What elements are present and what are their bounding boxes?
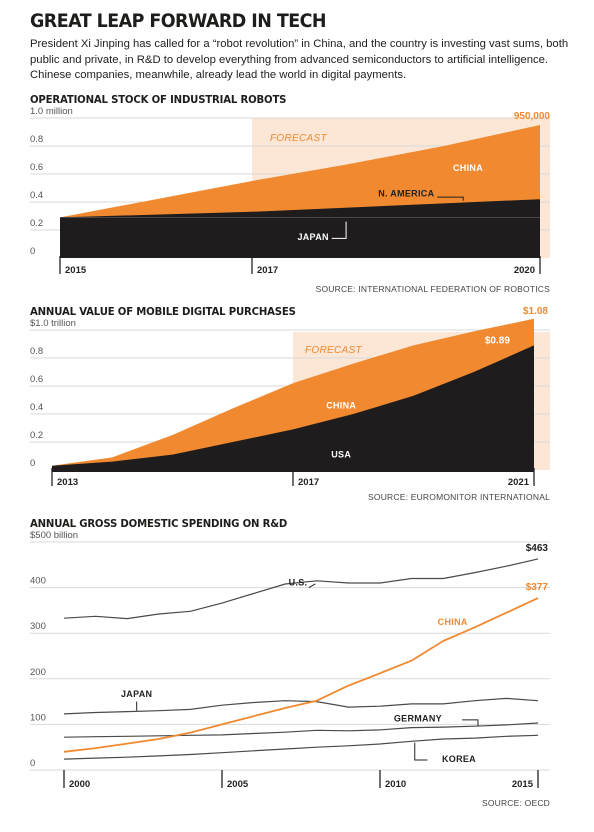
chart3-y-tick-label: 0 — [30, 758, 35, 769]
chart3-y-tick-label: 300 — [30, 621, 46, 632]
chart1-title: OPERATIONAL STOCK OF INDUSTRIAL ROBOTS — [30, 93, 287, 106]
chart3-leader-germany — [462, 719, 479, 726]
chart3-source: SOURCE: OECD — [482, 798, 550, 808]
chart3-label-germany: GERMANY — [394, 714, 442, 724]
chart3-label-china: CHINA — [438, 617, 468, 627]
chart3-x-tick-label: 2015 — [512, 779, 534, 790]
chart3-label-japan: JAPAN — [121, 689, 152, 699]
chart1-label-n-america: N. AMERICA — [378, 188, 434, 198]
chart2-y-tick-label: $1.0 trillion — [30, 318, 76, 329]
chart3-y-tick-label: 100 — [30, 712, 46, 723]
rd-spending-line-chart: $500 billion 400 300 200 100 0 2000 2005 2010 201… — [30, 530, 550, 808]
chart2-y-tick-label: 0 — [30, 458, 35, 469]
chart1-y-tick-label: 1.0 million — [30, 106, 73, 117]
chart3-leader-korea — [414, 742, 428, 761]
chart1-y-tick-label: 0 — [30, 246, 35, 257]
chart1-y-tick-label: 0.4 — [30, 190, 43, 201]
chart1-leader-japan — [331, 221, 347, 239]
chart2-end-value-china: $1.08 — [523, 306, 548, 317]
chart1-label-japan: JAPAN — [297, 232, 328, 242]
chart3-x-tick-label: 2010 — [385, 779, 406, 790]
chart2-area-usa — [52, 345, 534, 472]
page-title: GREAT LEAP FORWARD IN TECH — [30, 10, 327, 32]
chart2-forecast-label: FORECAST — [305, 345, 362, 356]
chart2-label-china: CHINA — [326, 400, 356, 410]
chart2-end-value-usa: $0.89 — [485, 335, 510, 346]
chart1-end-value: 950,000 — [514, 111, 551, 122]
chart1-x-tick-label: 2020 — [514, 265, 535, 276]
chart3-y-tick-label: 200 — [30, 667, 46, 678]
chart3-y-tick-label: 400 — [30, 576, 46, 587]
chart3-end-value-china: $377 — [526, 582, 549, 593]
chart3-label-us: U.S. — [289, 577, 308, 587]
chart2-y-tick-label: 0.4 — [30, 402, 43, 413]
chart3-label-korea: KOREA — [442, 754, 476, 764]
chart2-y-tick-label: 0.2 — [30, 430, 43, 441]
chart2-source: SOURCE: EUROMONITOR INTERNATIONAL — [368, 492, 550, 502]
chart3-line-china — [63, 597, 539, 753]
mobile-purchases-area-chart: FORECAST $1.0 trillion 0.8 0.6 0.4 0.2 0 2013 20… — [30, 306, 550, 502]
chart3-x-tick-label: 2005 — [227, 779, 249, 790]
chart1-area-japan — [60, 217, 540, 258]
chart3-line-japan — [63, 697, 539, 715]
chart2-x-tick-label: 2021 — [508, 477, 530, 488]
chart3-y-tick-label: $500 billion — [30, 530, 78, 541]
chart2-x-tick-label: 2017 — [298, 477, 319, 488]
chart3-line-u-s — [63, 558, 539, 620]
chart2-title: ANNUAL VALUE OF MOBILE DIGITAL PURCHASES — [30, 305, 296, 318]
chart1-y-tick-label: 0.2 — [30, 218, 43, 229]
chart3-title: ANNUAL GROSS DOMESTIC SPENDING ON R&D — [30, 517, 288, 530]
chart1-leader-n-america — [437, 196, 464, 201]
chart1-forecast-label: FORECAST — [270, 133, 327, 144]
chart3-line-korea — [63, 734, 539, 760]
chart2-y-tick-label: 0.8 — [30, 346, 43, 357]
chart1-source: SOURCE: INTERNATIONAL FEDERATION OF ROBO… — [316, 284, 551, 294]
chart2-label-usa: USA — [331, 449, 351, 459]
intro-paragraph: President Xi Jinping has called for a “r… — [30, 38, 569, 81]
chart3-leader-us — [308, 583, 316, 589]
chart3-line-germany — [63, 722, 539, 738]
chart1-y-tick-label: 0.8 — [30, 134, 43, 145]
chart1-y-tick-label: 0.6 — [30, 162, 43, 173]
chart1-label-china: CHINA — [453, 163, 483, 173]
chart1-x-tick-label: 2015 — [65, 265, 87, 276]
chart3-x-tick-label: 2000 — [69, 779, 90, 790]
robots-area-chart: FORECAST 1.0 million 0.8 0.6 0.4 0.2 0 2015 2017… — [30, 106, 551, 294]
chart3-end-value-us: $463 — [526, 543, 549, 554]
chart2-y-tick-label: 0.6 — [30, 374, 43, 385]
chart1-x-tick-label: 2017 — [257, 265, 278, 276]
chart2-x-tick-label: 2013 — [57, 477, 78, 488]
